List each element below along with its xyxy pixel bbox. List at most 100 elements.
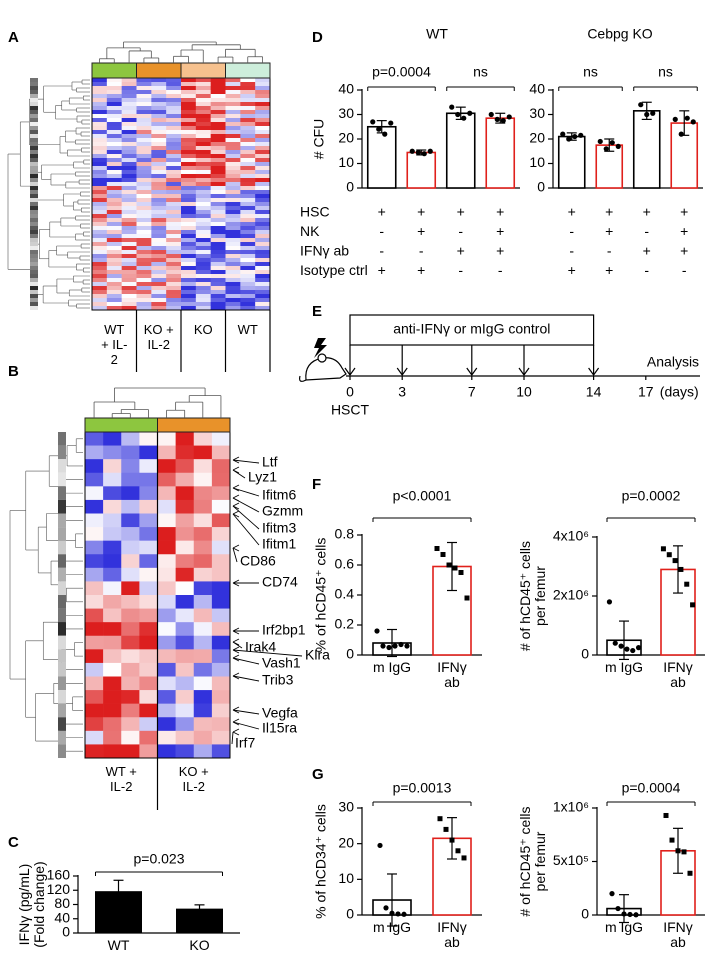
heatmap-cell	[121, 662, 140, 677]
heatmap-cell	[240, 102, 256, 107]
heatmap-cell	[211, 717, 231, 732]
heatmap-cell	[121, 676, 140, 691]
data-point	[630, 647, 636, 654]
heatmap-cell	[195, 250, 211, 255]
heatmap-cell	[195, 150, 211, 155]
heatmap-cell	[193, 622, 213, 637]
heatmap-cell	[255, 190, 271, 195]
heatmap-cell	[121, 270, 137, 275]
heatmap-cell	[240, 246, 256, 251]
heatmap-cell	[151, 290, 167, 295]
heatmap-cell	[85, 690, 104, 704]
heatmap-cell	[211, 486, 231, 501]
heatmap-cell	[210, 298, 226, 303]
heatmap-cell	[121, 246, 137, 251]
heatmap-cell	[151, 298, 167, 303]
heatmap-cell	[255, 234, 271, 239]
heatmap-cell	[225, 110, 241, 115]
heatmap-cell	[255, 222, 271, 227]
gene-label: CD86	[240, 553, 276, 569]
heatmap-cell	[195, 230, 211, 235]
data-point	[606, 599, 613, 605]
heatmap-cell	[195, 138, 211, 143]
heatmap-cell	[195, 94, 211, 99]
heatmap-cell	[166, 258, 182, 263]
heatmap-cell	[106, 262, 122, 267]
heatmap-cell	[255, 302, 271, 307]
gene-label: Irak4	[245, 639, 276, 655]
heatmap-cell	[92, 166, 108, 171]
heatmap-cell	[240, 82, 256, 87]
heatmap-cell	[225, 290, 241, 295]
heatmap-cell	[139, 649, 158, 664]
heatmap-cell	[175, 676, 195, 691]
heatmap-cell	[157, 635, 176, 650]
heatmap-cell	[151, 306, 167, 311]
row-annotation	[30, 110, 38, 114]
row-annotation	[30, 202, 38, 206]
heatmap-cell	[210, 82, 226, 87]
heatmap-cell	[225, 82, 241, 87]
heatmap-cell	[103, 649, 122, 664]
heatmap-cell	[195, 226, 211, 231]
heatmap-cell	[136, 142, 152, 147]
y-tick-label: 20	[338, 130, 354, 146]
heatmap-cell	[255, 238, 271, 243]
heatmap-cell	[92, 114, 108, 119]
heatmap-cell	[106, 130, 122, 135]
heatmap-cell	[255, 162, 271, 167]
bar	[557, 135, 586, 189]
heatmap-cell	[151, 238, 167, 243]
heatmap-cell	[240, 178, 256, 183]
gene-label: Vegfa	[262, 705, 298, 721]
heatmap-cell	[166, 206, 182, 211]
heatmap-cell	[210, 282, 226, 287]
heatmap-cell	[92, 138, 108, 143]
heatmap-cell	[85, 744, 104, 759]
data-point	[635, 645, 642, 651]
heatmap-cell	[211, 730, 231, 745]
heatmap-cell	[121, 170, 137, 175]
data-point	[446, 562, 452, 568]
heatmap-cell	[195, 82, 211, 87]
heatmap-cell	[85, 595, 104, 609]
heatmap-cell	[175, 649, 195, 664]
heatmap-cell	[210, 78, 226, 83]
chart-title: Cebpg KO	[587, 26, 652, 42]
heatmap-cell	[240, 226, 256, 231]
heatmap-cell	[181, 286, 197, 291]
table-cell: +	[643, 243, 651, 259]
row-annotation	[58, 703, 66, 718]
heatmap-cell	[151, 270, 167, 275]
data-point	[684, 581, 690, 587]
heatmap-cell	[255, 218, 271, 223]
row-annotation	[30, 270, 38, 274]
heatmap-cell	[193, 690, 213, 704]
heatmap-cell	[106, 190, 122, 195]
heatmap-cell	[106, 166, 122, 171]
heatmap-cell	[195, 186, 211, 191]
heatmap-cell	[106, 150, 122, 155]
heatmap-cell	[151, 242, 167, 247]
heatmap-cell	[240, 122, 256, 127]
row-annotation	[30, 282, 38, 286]
gene-label: Irf2bp1	[262, 622, 306, 638]
heatmap-cell	[103, 540, 122, 555]
heatmap-cell	[210, 194, 226, 199]
heatmap-cell	[166, 102, 182, 107]
heatmap-cell	[92, 106, 108, 111]
data-point	[633, 912, 639, 918]
heatmap-cell	[106, 174, 122, 179]
heatmap-cell	[166, 298, 182, 303]
heatmap-cell	[166, 138, 182, 143]
heatmap-cell	[175, 540, 195, 555]
heatmap-cell	[210, 158, 226, 163]
heatmap-cell	[139, 595, 158, 609]
heatmap-cell	[136, 230, 152, 235]
p-value: p<0.0001	[393, 488, 452, 504]
heatmap-cell	[121, 649, 140, 664]
gene-arrowhead	[232, 654, 240, 662]
heatmap-cell	[136, 166, 152, 171]
heatmap-cell	[210, 106, 226, 111]
heatmap-cell	[92, 170, 108, 175]
